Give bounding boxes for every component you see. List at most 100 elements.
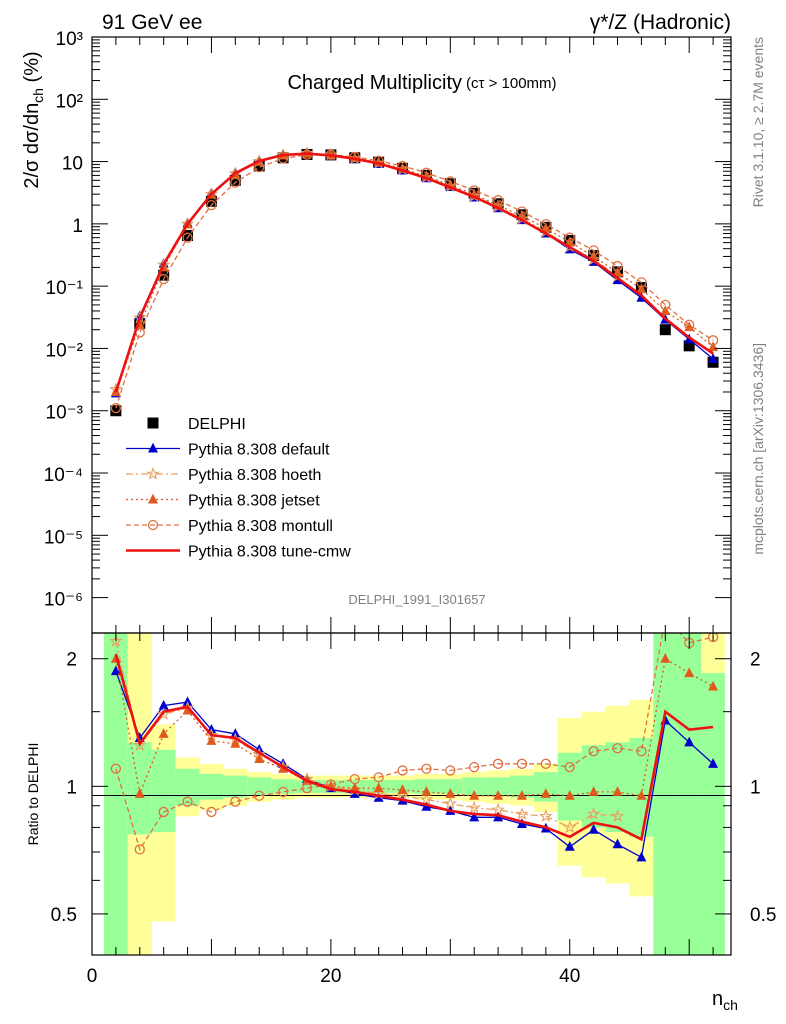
ratio-data-point: [397, 784, 408, 795]
main-data-point: [373, 155, 384, 166]
green-band-bin: [175, 768, 200, 806]
legend-item: DELPHI: [147, 416, 246, 433]
ratio-data-point: [301, 783, 313, 794]
legend-item: Pythia 8.308 jetset: [126, 493, 320, 510]
ratio-data-point: [254, 790, 265, 801]
green-band-bin: [271, 779, 296, 794]
main-data-point: [659, 324, 671, 336]
x-axis-label: nch: [712, 988, 738, 1013]
green-band-bin: [701, 673, 726, 955]
main-y-tick-label: 1: [72, 216, 83, 237]
ratio-data-point: [182, 704, 193, 715]
ratio-data-point: [230, 738, 241, 748]
ratio-data-point: [636, 746, 647, 757]
chart-title-cut: (cτ > 100mm): [466, 75, 557, 92]
legend-label: Pythia 8.308 jetset: [188, 493, 320, 510]
main-y-tick-label: 10: [62, 154, 83, 175]
ratio-y-axis-label: Ratio to DELPHI: [25, 743, 41, 846]
main-y-tick-label: 10³: [56, 29, 83, 50]
green-band-bin: [438, 779, 463, 794]
ratio-data-point: [419, 792, 434, 806]
legend-label: Pythia 8.308 default: [188, 442, 330, 459]
main-data-point: [445, 176, 456, 187]
main-data-point: [564, 232, 575, 243]
ratio-series-line: [115, 670, 714, 859]
ratio-y-tick-label: 1: [66, 777, 77, 798]
ratio-y-tick-label-right: 1: [750, 777, 761, 798]
main-data-point: [230, 177, 241, 188]
ratio-y-tick-label-right: 2: [750, 650, 761, 671]
legend-item: Pythia 8.308 hoeth: [126, 466, 321, 484]
main-data-point: [612, 266, 623, 277]
ratio-data-point: [661, 613, 670, 622]
ratio-data-point: [110, 763, 122, 774]
green-band-bin: [151, 749, 176, 833]
main-y-tick-label: 10²: [56, 91, 83, 112]
main-y-tick-label: 10⁻¹: [46, 278, 84, 299]
ratio-data-point: [469, 811, 480, 822]
ratio-data-point: [684, 667, 695, 678]
ratio-data-point: [349, 773, 360, 785]
green-band-bin: [462, 777, 487, 796]
ratio-data-point: [421, 786, 432, 796]
x-tick-label: 0: [87, 966, 98, 987]
energy-label: 91 GeV ee: [102, 11, 202, 34]
main-data-point: [110, 405, 122, 417]
ratio-data-point: [445, 788, 456, 798]
ratio-data-point: [588, 746, 599, 757]
main-data-point: [683, 340, 695, 352]
main-y-tick-label: 10⁻⁴: [44, 465, 83, 486]
main-data-point: [540, 218, 552, 230]
ratio-plot-frame: [91, 632, 732, 956]
ratio-data-point: [230, 796, 241, 807]
ratio-data-point: [516, 790, 527, 800]
ratio-data-point: [660, 652, 671, 663]
ratio-data-point: [134, 788, 145, 798]
main-y-axis-label: 2/σ dσ/dnch (%): [21, 51, 46, 188]
main-series-5: [114, 152, 714, 393]
ratio-data-point: [206, 735, 217, 745]
ratio-series-layer: [109, 613, 719, 862]
ratio-data-point: [707, 633, 719, 643]
ratio-data-point: [254, 753, 265, 764]
axis-tick-labels: 10³ 10² 10 1 10⁻¹ 10⁻² 10⁻³ 10⁻⁴ 10⁻⁵ 10⁻⁶ 0 20 40 0.…: [44, 29, 777, 987]
ratio-data-point: [612, 743, 623, 754]
ratio-data-point: [469, 790, 480, 800]
main-series-line: [115, 152, 618, 390]
analysis-id: DELPHI_1991_I301657: [348, 592, 485, 607]
ratio-series-line: [114, 653, 714, 842]
side-events-label: Rivet 3.1.10, ≥ 2.7M events: [750, 37, 766, 207]
ratio-data-point: [156, 707, 171, 720]
ratio-series-line: [115, 641, 618, 829]
main-data-point: [636, 283, 647, 294]
ratio-y-tick-label: 2: [66, 650, 77, 671]
ratio-data-point: [132, 738, 147, 752]
ratio-data-point: [491, 802, 505, 816]
main-data-point: [110, 403, 122, 414]
legend-label: Pythia 8.308 hoeth: [188, 467, 321, 484]
ratio-series-4: [114, 653, 714, 842]
ratio-data-point: [540, 788, 551, 798]
main-data-point: [660, 305, 671, 315]
main-data-point: [516, 206, 528, 217]
green-band-bin: [557, 752, 582, 821]
main-data-point: [253, 160, 265, 172]
ratio-data-point: [539, 809, 553, 823]
ratio-data-point: [708, 758, 719, 768]
ratio-data-point: [110, 665, 121, 676]
ratio-data-point: [158, 699, 169, 710]
ratio-y-tick-label-right: 0.5: [750, 905, 776, 926]
legend: DELPHI Pythia 8.308 default Pythia 8.308 h…: [126, 416, 351, 561]
ratio-data-point: [182, 796, 193, 807]
legend-item: Pythia 8.308 default: [126, 442, 330, 459]
main-y-tick-label: 10⁻⁵: [44, 527, 83, 548]
ratio-data-point: [421, 763, 432, 774]
green-band-bin: [677, 633, 702, 955]
ratio-data-point: [516, 758, 528, 769]
x-tick-label: 20: [320, 966, 341, 987]
main-data-point: [588, 245, 599, 256]
ratio-data-point: [158, 806, 169, 818]
ratio-data-point: [636, 790, 647, 800]
main-data-point: [708, 353, 719, 363]
